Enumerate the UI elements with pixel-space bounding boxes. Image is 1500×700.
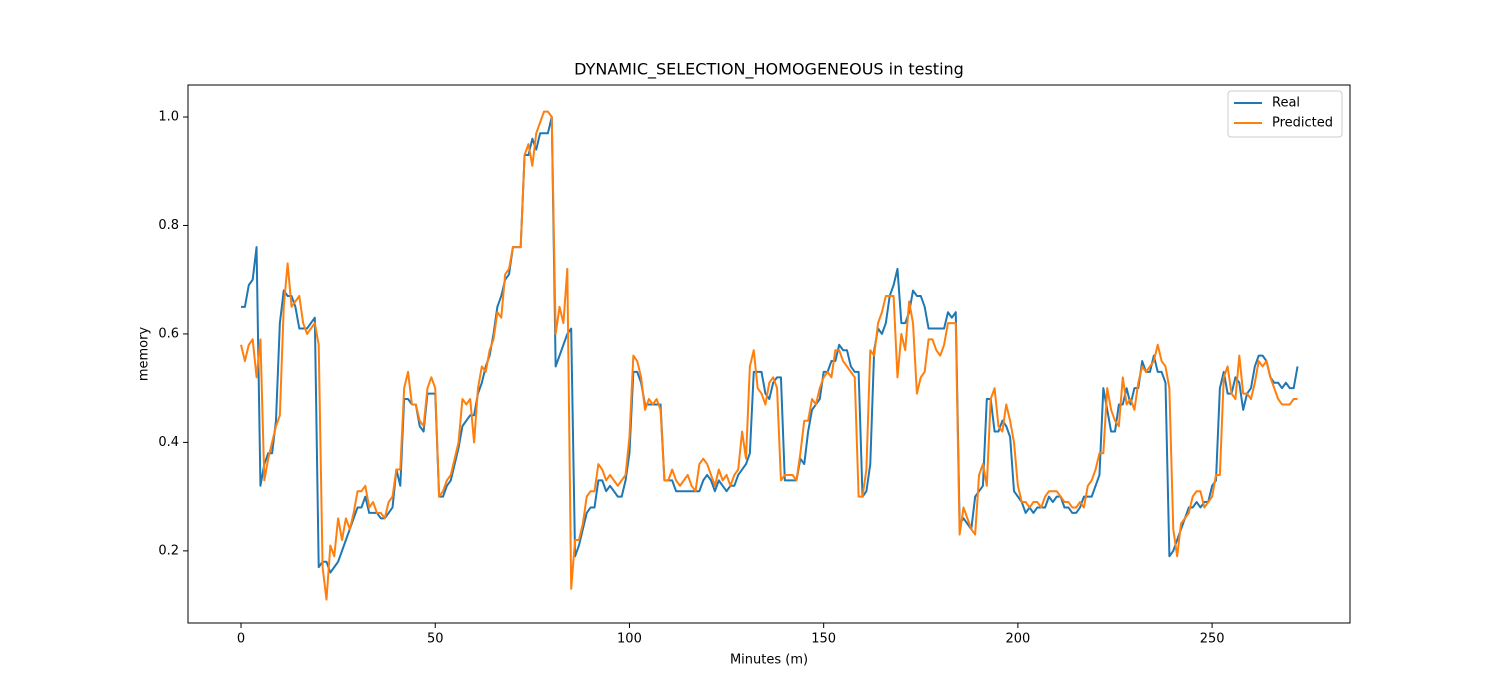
y-tick-label: 0.8 [158,218,179,233]
y-tick-label: 0.4 [158,435,179,450]
data-line [240,110,1298,601]
x-tick-label: 50 [427,632,444,647]
x-tick-label: 200 [1005,632,1030,647]
y-tick-label: 0.2 [158,543,179,558]
y-tick-label: 1.0 [158,109,179,124]
legend-label: Predicted [1272,116,1333,131]
x-tick-label: 150 [811,632,836,647]
y-axis-label: memory [137,327,152,382]
legend-label: Real [1272,96,1300,111]
x-axis-label: Minutes (m) [730,653,808,668]
x-tick-label: 0 [237,632,245,647]
x-tick-label: 100 [617,632,642,647]
chart-title: DYNAMIC_SELECTION_HOMOGENEOUS in testing [574,60,964,80]
x-tick-label: 250 [1200,632,1225,647]
plot-frame [187,84,1351,624]
y-tick-label: 0.6 [158,326,179,341]
